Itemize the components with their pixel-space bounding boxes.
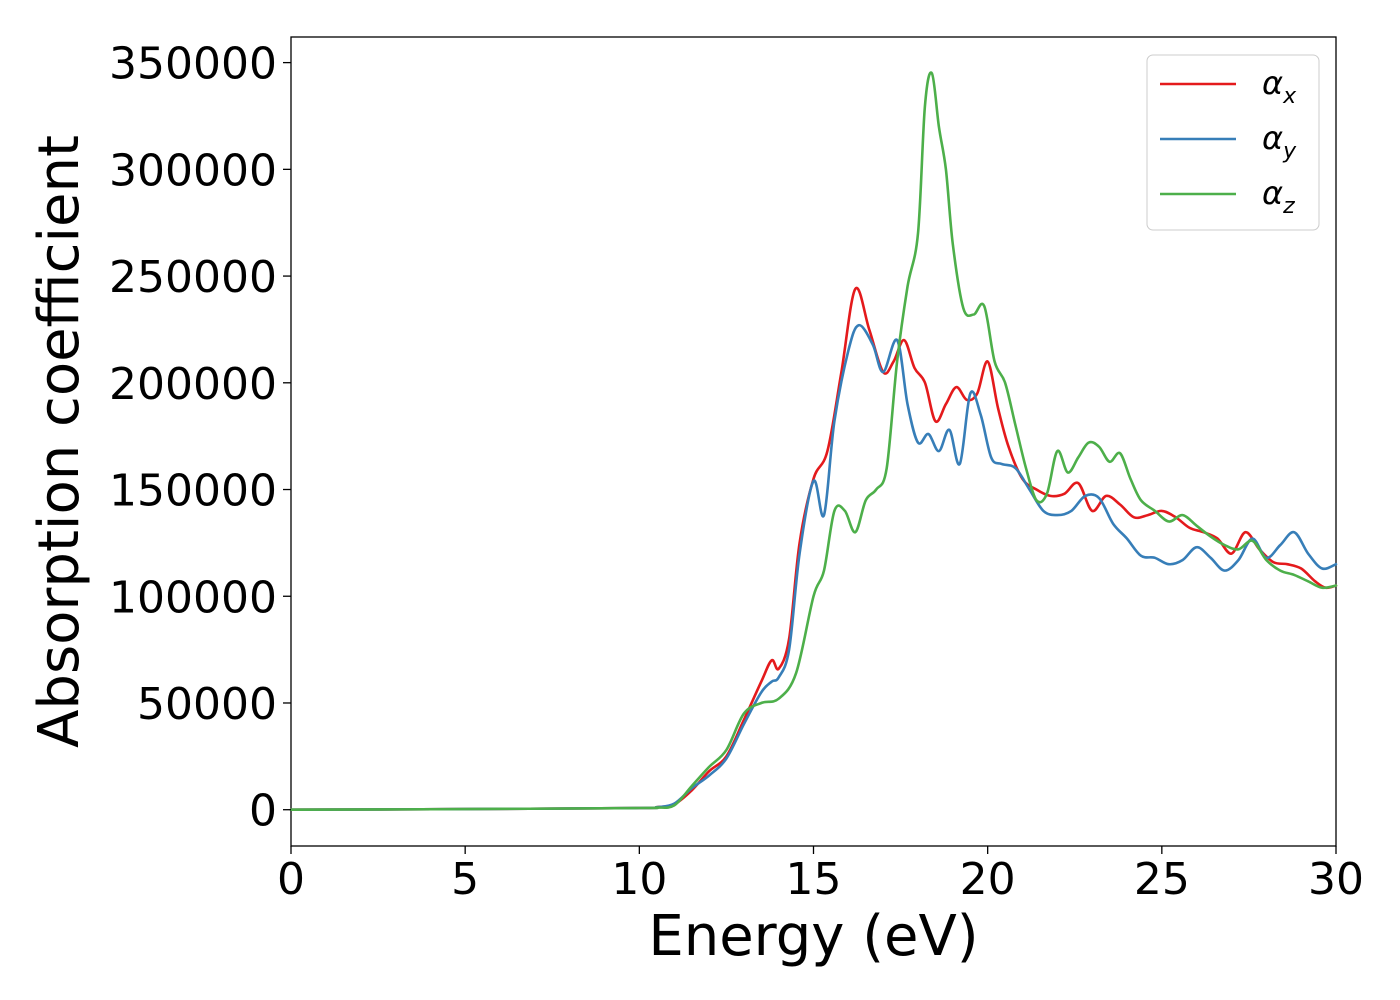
legend-label-base: α [1262, 174, 1283, 212]
series-lines [289, 71, 1338, 811]
x-axis: 0 5 10 15 20 25 30 [277, 846, 1364, 905]
y-tick-label: 100000 [109, 572, 277, 623]
legend-label-base: α [1262, 64, 1283, 102]
x-tick-label: 15 [786, 854, 842, 905]
x-tick-label: 0 [277, 854, 305, 905]
legend-label-z: αz [1262, 174, 1295, 219]
x-tick-label: 25 [1134, 854, 1190, 905]
y-tick-label: 250000 [109, 252, 277, 303]
x-tick-label: 5 [451, 854, 479, 905]
legend-label-y: αy [1262, 119, 1297, 164]
y-tick-label: 300000 [109, 145, 277, 196]
y-tick-label: 200000 [109, 359, 277, 410]
y-axis: 0 50000 100000 150000 200000 250000 300000 3500… [109, 39, 291, 837]
legend-label-base: α [1262, 119, 1283, 157]
legend-label-x: αx [1262, 64, 1297, 109]
y-tick-label: 150000 [109, 466, 277, 517]
x-axis-title: Energy (eV) [648, 904, 978, 969]
y-tick-label: 350000 [109, 39, 277, 90]
y-tick-label: 50000 [137, 679, 277, 730]
x-tick-label: 10 [611, 854, 667, 905]
legend-box [1146, 54, 1320, 231]
series-line-z [289, 71, 1338, 811]
series-line-x [289, 286, 1338, 811]
x-tick-label: 20 [960, 854, 1016, 905]
y-tick-label: 0 [249, 786, 277, 837]
legend-label-sub: z [1282, 194, 1295, 219]
series-line-y [289, 323, 1338, 811]
legend-label-sub: x [1282, 84, 1297, 109]
legend-label-sub: y [1282, 139, 1297, 164]
x-tick-label: 30 [1308, 854, 1364, 905]
y-axis-title: Absorption coefficient [27, 135, 92, 748]
